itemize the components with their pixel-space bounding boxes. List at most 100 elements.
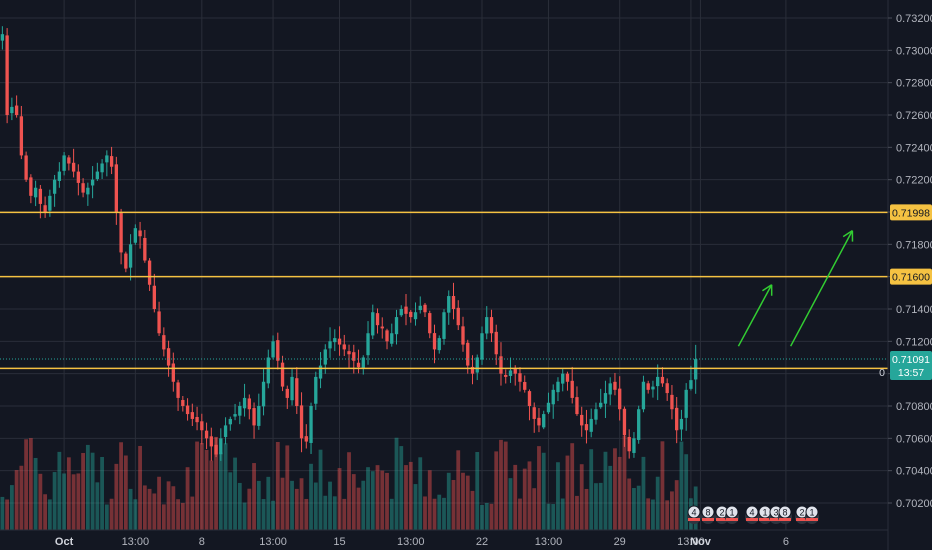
candle-body — [618, 388, 622, 410]
candle-body — [133, 228, 137, 243]
horizontal-levels[interactable] — [0, 211, 888, 370]
volume-bar — [404, 465, 408, 530]
volume-bar — [584, 488, 589, 530]
volume-bar — [522, 468, 527, 530]
volume-bar — [294, 488, 299, 530]
candle-body — [233, 414, 237, 417]
volume-bar — [180, 502, 185, 530]
candle-body — [584, 424, 589, 431]
candle-body — [527, 391, 532, 406]
volume-bar — [613, 448, 617, 530]
level-price-label: 0.71600 — [892, 272, 930, 284]
volume-bar — [470, 490, 475, 530]
volume-bar — [632, 488, 636, 530]
volume-bar — [499, 439, 503, 530]
volume-bar — [684, 454, 689, 530]
candle-body — [475, 357, 479, 373]
volume-bar — [408, 461, 413, 530]
volume-bar — [271, 500, 275, 530]
volume-bar — [176, 499, 180, 530]
level-price-label-bg — [890, 268, 932, 285]
candle-body — [347, 351, 351, 355]
candle-body — [228, 418, 232, 425]
candle-body — [100, 163, 104, 173]
volume-bar — [28, 438, 33, 530]
candle-body — [157, 311, 161, 334]
volume-bar — [394, 437, 399, 530]
volume-bar — [636, 485, 641, 530]
candle-body — [14, 105, 19, 115]
price-tick-label: 0.72400 — [896, 142, 932, 154]
volume-bar — [38, 473, 43, 530]
countdown-label-bg — [890, 363, 932, 380]
forecast-arrow-head — [842, 229, 853, 238]
volume-bar — [423, 496, 427, 530]
candle-body — [43, 205, 47, 212]
candle-body — [181, 400, 185, 406]
event-flag — [746, 518, 758, 521]
volume-bar — [541, 452, 546, 530]
candle-body — [10, 106, 14, 114]
volume-bar — [603, 451, 608, 530]
volume-bar — [679, 441, 684, 530]
volume-bar — [161, 504, 166, 530]
volume-bar — [304, 498, 309, 530]
candle-body — [622, 408, 627, 436]
time-tick-label: 13:00 — [397, 536, 425, 548]
volume-bar — [351, 474, 356, 530]
event-count: 4 — [691, 508, 696, 518]
forecast-arrows[interactable] — [737, 229, 854, 347]
volume-bar — [366, 467, 370, 530]
candle-body — [290, 376, 294, 401]
volume-bar — [594, 483, 598, 530]
candle-body — [532, 407, 536, 419]
event-count: 2 — [719, 508, 724, 518]
volume-bar — [427, 470, 432, 530]
candle-body — [580, 414, 584, 426]
candle-body — [542, 414, 546, 428]
candle-body — [380, 326, 384, 329]
volume-bar — [660, 441, 665, 530]
candle-body — [147, 260, 152, 285]
candle-body — [575, 397, 579, 415]
volume-bar — [242, 502, 247, 530]
volume-bar — [413, 484, 418, 530]
candle-body — [266, 357, 270, 384]
volume-bar — [560, 498, 565, 530]
volume-bar — [318, 449, 323, 530]
candle-body — [461, 326, 465, 345]
candle-body — [171, 363, 175, 382]
candle-body — [556, 381, 560, 393]
volume-bar — [47, 499, 52, 530]
candle-body — [565, 373, 570, 382]
volume-bar — [674, 480, 679, 530]
volume-bar — [290, 480, 294, 530]
candle-body — [252, 408, 256, 426]
volume-bar — [209, 460, 214, 530]
candle-body — [114, 164, 119, 212]
event-flag — [759, 518, 771, 521]
candle-body — [385, 330, 389, 342]
candle-body — [675, 407, 679, 431]
candle-body — [67, 157, 71, 164]
candle-body — [342, 344, 346, 350]
volume-bar — [627, 478, 632, 530]
volume-bar — [323, 495, 328, 530]
price-tick-label: 0.72600 — [896, 110, 932, 122]
price-tick-label: 0.71200 — [896, 336, 932, 348]
volume-bar — [565, 455, 570, 530]
candle-body — [428, 313, 432, 334]
candle-body — [242, 397, 247, 409]
candle-body — [323, 349, 327, 365]
candle-body — [318, 365, 323, 379]
candle-body — [204, 430, 209, 439]
candle-body — [333, 338, 337, 343]
event-count: 1 — [762, 508, 767, 518]
candle-body — [504, 374, 508, 377]
volume-bar — [503, 441, 508, 530]
candle-body — [665, 383, 669, 394]
